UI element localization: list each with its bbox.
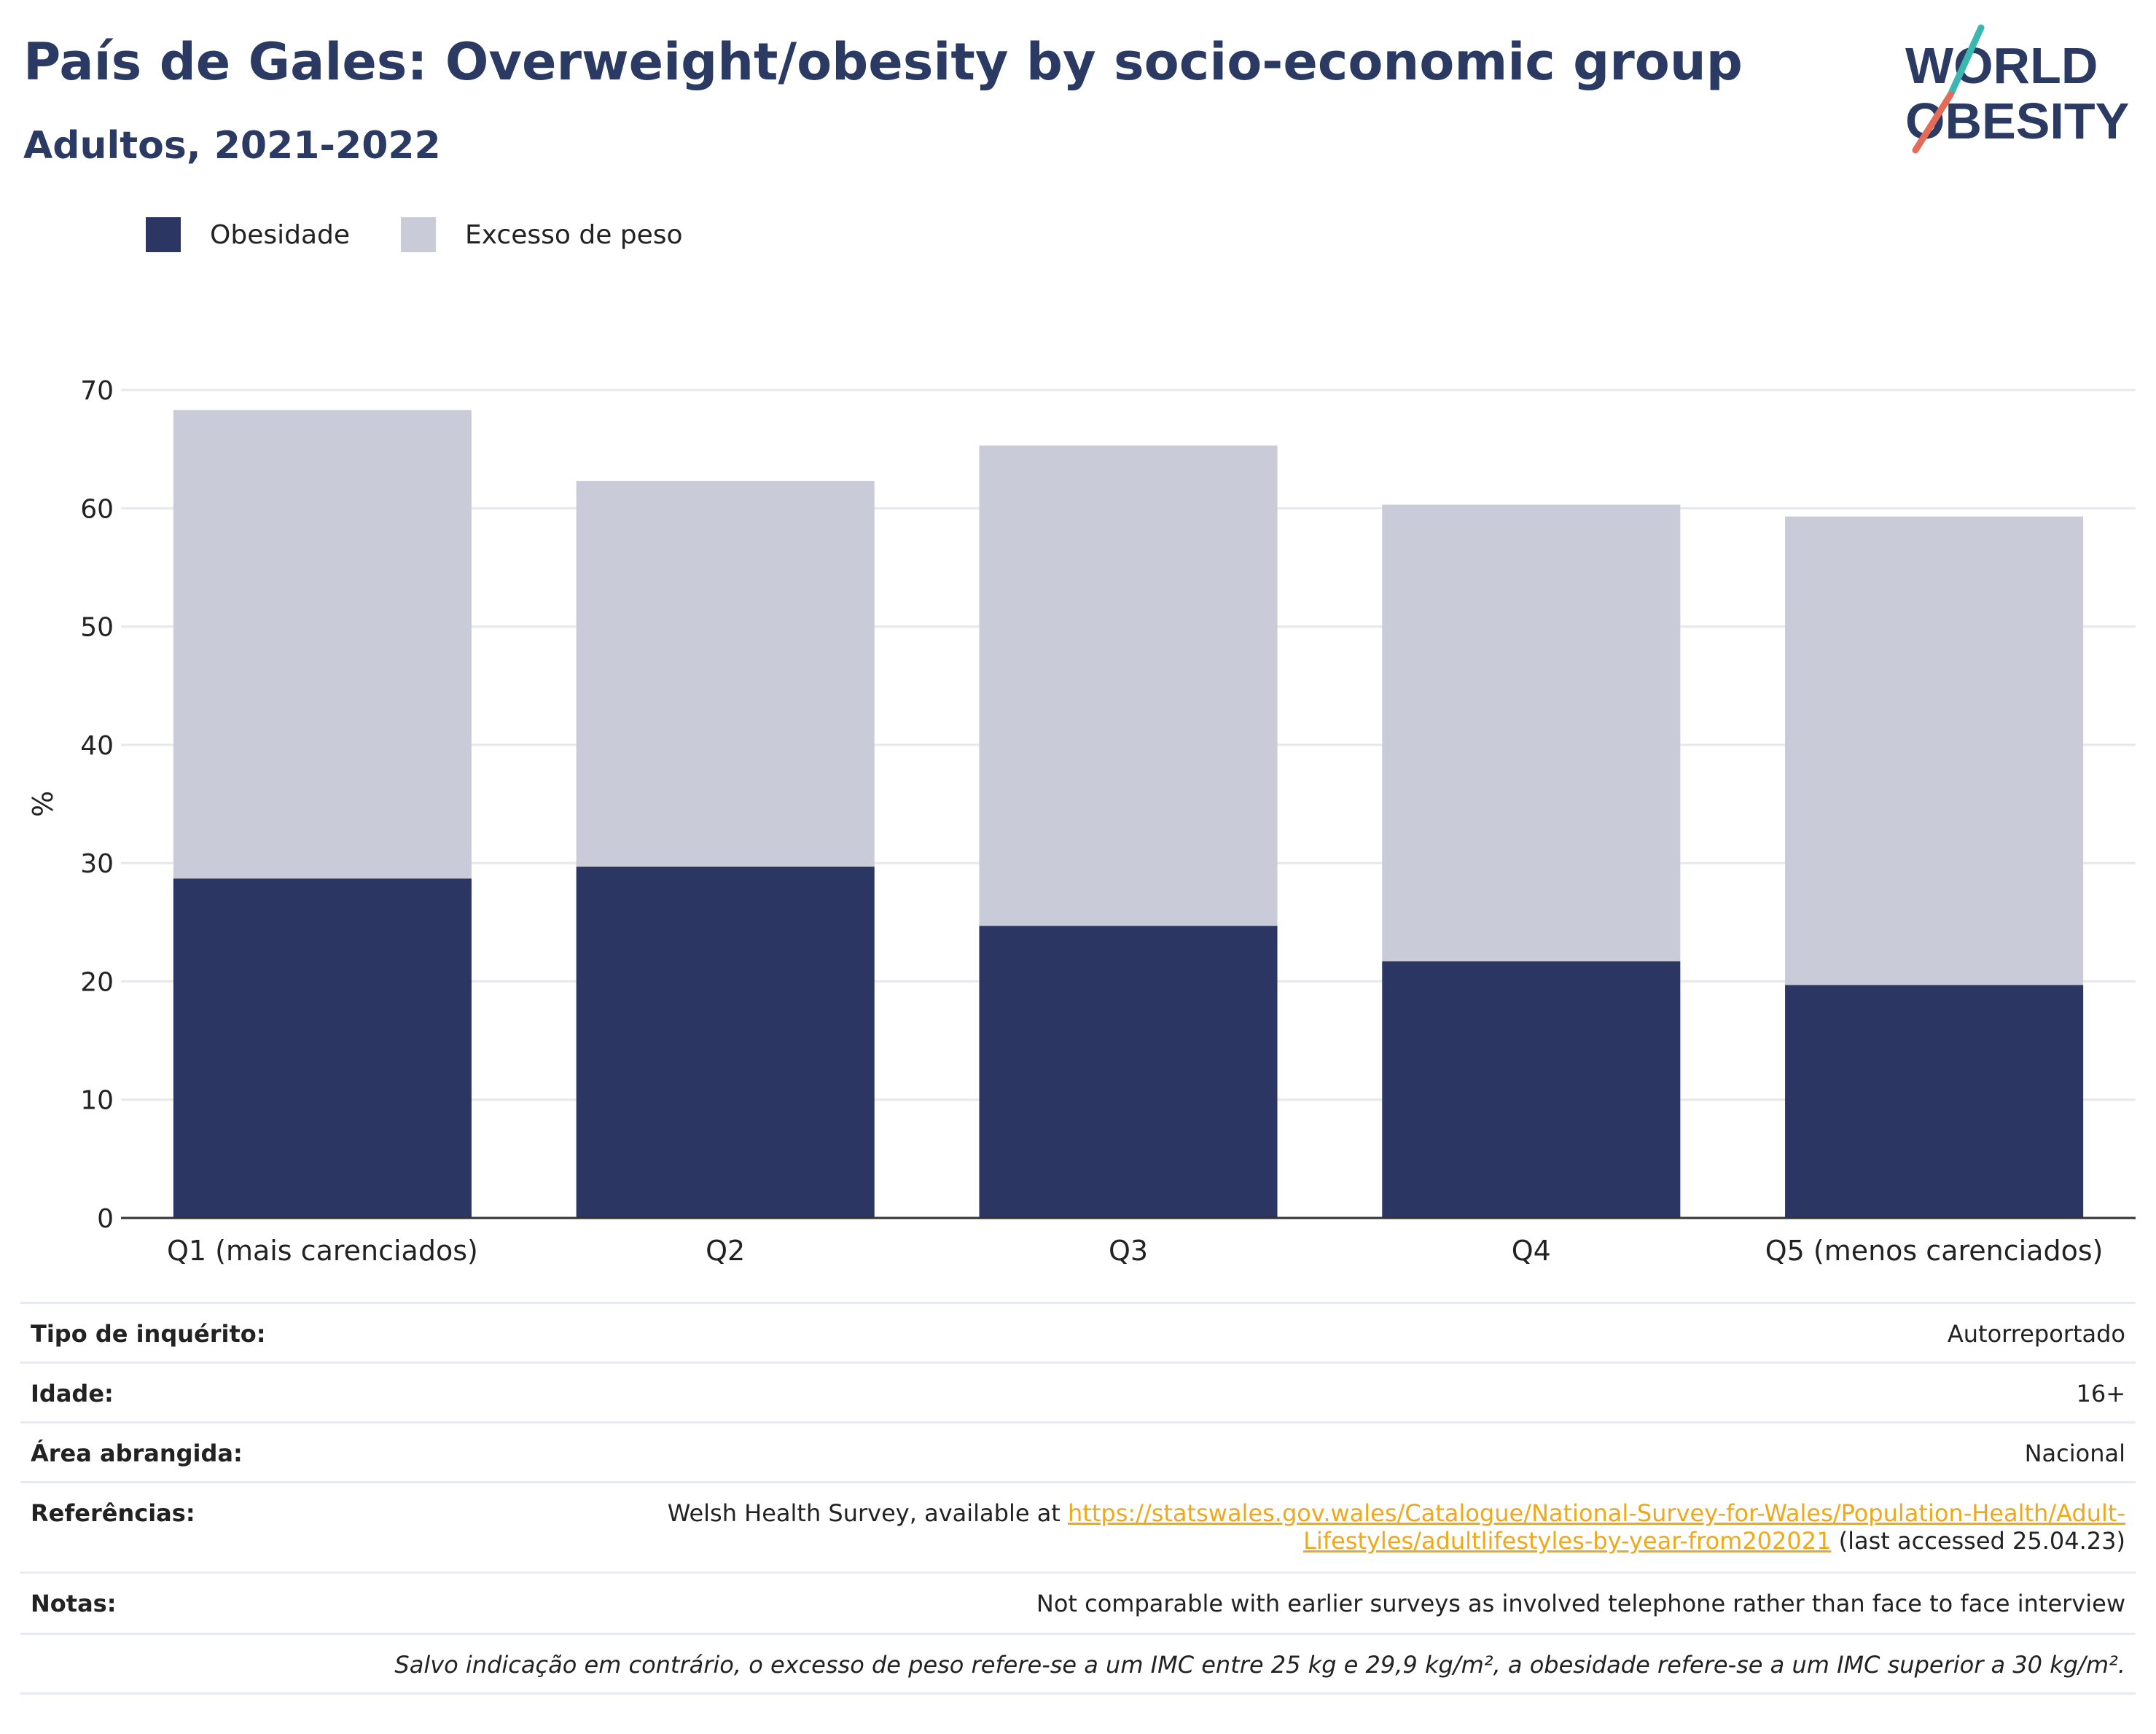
bar-obesidade bbox=[576, 867, 875, 1218]
bar-obesidade bbox=[979, 926, 1278, 1218]
info-value-coverage: Nacional bbox=[2024, 1440, 2125, 1467]
bar-excesso-de-peso bbox=[1785, 516, 2084, 985]
y-tick-label: 50 bbox=[80, 613, 114, 643]
x-tick-label: Q5 (menos carenciados) bbox=[1765, 1235, 2104, 1267]
chart-title: País de Gales: Overweight/obesity by soc… bbox=[23, 32, 1743, 92]
info-row-coverage: Área abrangida: Nacional bbox=[20, 1421, 2136, 1481]
y-tick-label: 60 bbox=[80, 494, 114, 524]
bar-excesso-de-peso bbox=[576, 480, 875, 867]
info-value-age: 16+ bbox=[2076, 1380, 2125, 1407]
reference-link-line2[interactable]: Lifestyles/adultlifestyles-by-year-from2… bbox=[1303, 1527, 1832, 1555]
y-tick-label: 40 bbox=[80, 731, 114, 761]
info-row-survey-type: Tipo de inquérito: Autorreportado bbox=[20, 1302, 2136, 1362]
logo-slash-teal bbox=[1947, 24, 1985, 98]
bar-excesso-de-peso bbox=[1382, 504, 1681, 961]
reference-suffix: (last accessed 25.04.23) bbox=[1831, 1527, 2125, 1555]
x-tick-label: Q4 bbox=[1512, 1235, 1551, 1267]
y-tick-label: 20 bbox=[80, 967, 114, 997]
y-axis-title: % bbox=[27, 791, 59, 817]
reference-prefix: Welsh Health Survey, available at bbox=[667, 1499, 1069, 1527]
legend-label-obesidade: Obesidade bbox=[210, 219, 351, 250]
x-tick-label: Q3 bbox=[1109, 1235, 1148, 1267]
info-label-survey-type: Tipo de inquérito: bbox=[31, 1320, 266, 1348]
bar-obesidade bbox=[1785, 985, 2084, 1218]
chart-legend: Obesidade Excesso de peso bbox=[146, 217, 734, 252]
info-label-coverage: Área abrangida: bbox=[31, 1440, 243, 1467]
legend-swatch-excesso-de-peso bbox=[401, 217, 437, 252]
reference-link-line1[interactable]: https://statswales.gov.wales/Catalogue/N… bbox=[1068, 1499, 2125, 1527]
info-table: Tipo de inquérito: Autorreportado Idade:… bbox=[20, 1302, 2136, 1695]
info-row-references: Referências: Welsh Health Survey, availa… bbox=[20, 1481, 2136, 1571]
bar-obesidade bbox=[1382, 961, 1681, 1218]
world-obesity-logo: WORLD OBESITY bbox=[1905, 24, 2129, 154]
info-row-age: Idade: 16+ bbox=[20, 1362, 2136, 1421]
legend-label-excesso-de-peso: Excesso de peso bbox=[465, 219, 683, 250]
info-value-notes: Not comparable with earlier surveys as i… bbox=[1036, 1590, 2125, 1617]
x-tick-label: Q2 bbox=[706, 1235, 745, 1267]
info-label-age: Idade: bbox=[31, 1380, 114, 1407]
bar-obesidade bbox=[173, 878, 472, 1218]
stacked-bar-chart: 0 10 20 30 40 50 60 70% Q1 (mais carenciados) Q2 Q… bbox=[27, 376, 2136, 1267]
logo-word-obesity: OBESITY bbox=[1905, 93, 2129, 149]
footnote: Salvo indicação em contrário, o excesso … bbox=[394, 1651, 2125, 1679]
logo-word-world: WORLD bbox=[1905, 37, 2098, 94]
legend-item-excesso-de-peso[interactable]: Excesso de peso bbox=[401, 217, 683, 252]
y-tick-label: 10 bbox=[80, 1086, 114, 1116]
info-label-notes: Notas: bbox=[31, 1590, 117, 1617]
y-tick-label: 0 bbox=[97, 1204, 114, 1234]
logo-slash-coral bbox=[1912, 91, 1954, 154]
info-value-survey-type: Autorreportado bbox=[1947, 1320, 2125, 1348]
info-value-references: Welsh Health Survey, available at https:… bbox=[668, 1499, 2125, 1555]
legend-item-obesidade[interactable]: Obesidade bbox=[146, 217, 350, 252]
bar-excesso-de-peso bbox=[173, 410, 472, 879]
info-table-bottom-border bbox=[20, 1692, 2136, 1695]
y-tick-label: 70 bbox=[80, 376, 114, 406]
y-tick-label: 30 bbox=[80, 849, 114, 879]
info-label-references: Referências: bbox=[31, 1499, 195, 1527]
legend-swatch-obesidade bbox=[146, 217, 181, 252]
x-tick-label: Q1 (mais carenciados) bbox=[167, 1235, 478, 1267]
bar-excesso-de-peso bbox=[979, 445, 1278, 926]
info-row-footnote: Salvo indicação em contrário, o excesso … bbox=[20, 1633, 2136, 1692]
chart-subtitle: Adultos, 2021-2022 bbox=[23, 124, 441, 168]
info-row-notes: Notas: Not comparable with earlier surve… bbox=[20, 1571, 2136, 1633]
